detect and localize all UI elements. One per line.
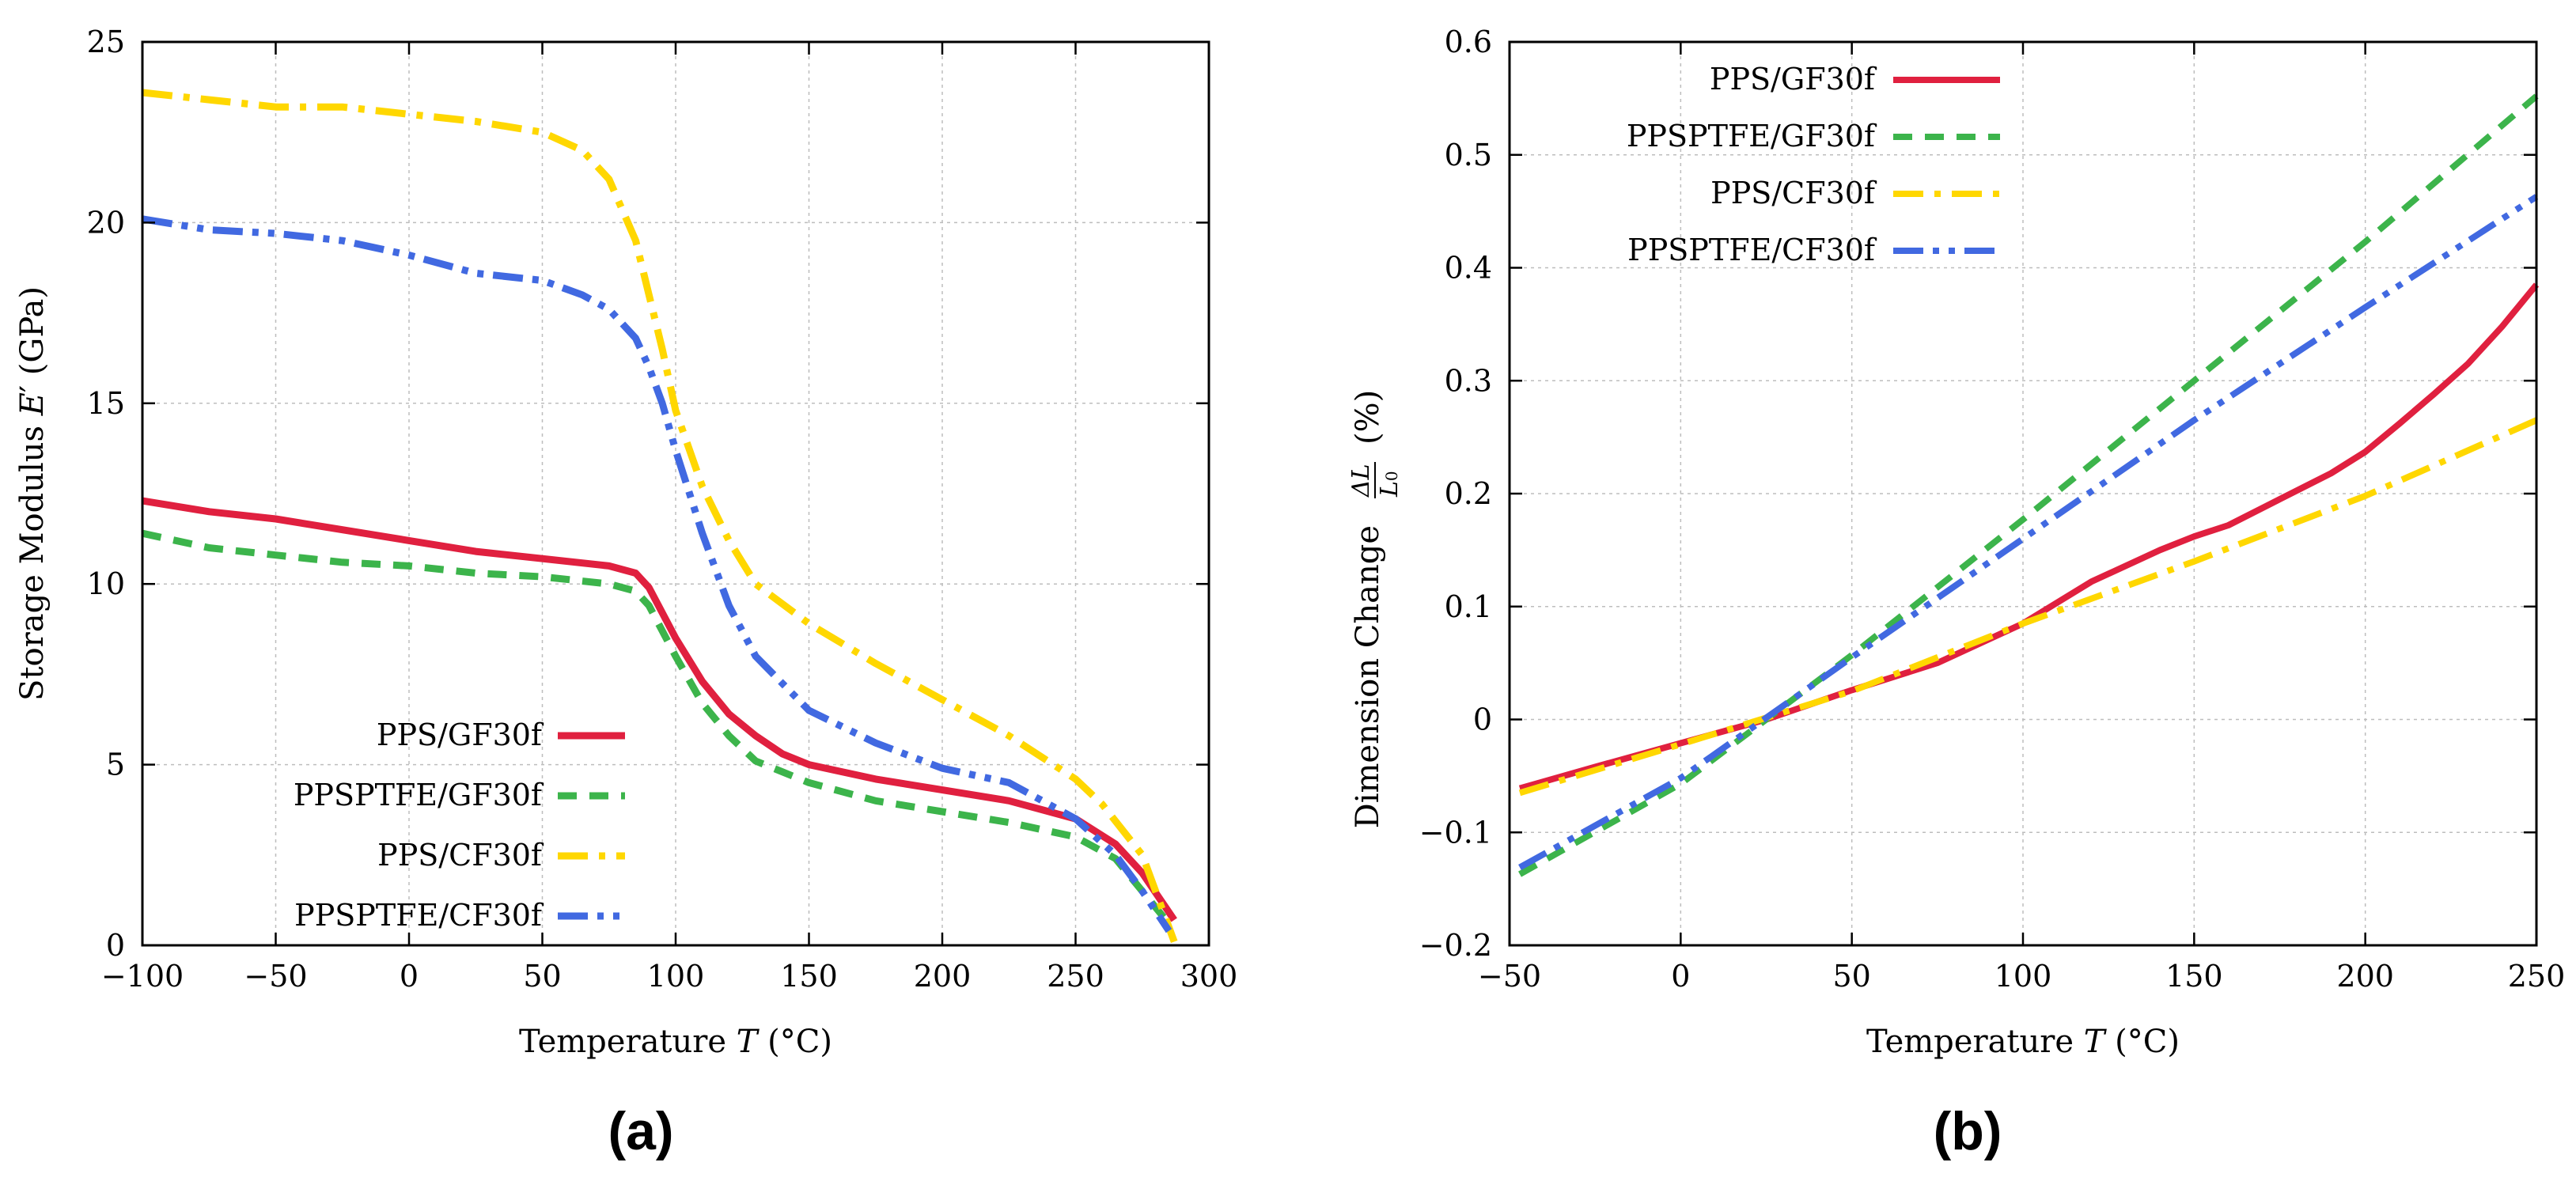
x-tick-label: 0 bbox=[400, 959, 419, 994]
chart-a-series-pps-cf30f bbox=[142, 89, 1178, 943]
chart-a-legend-label-3: PPSPTFE/CF30f bbox=[294, 898, 544, 933]
chart-a-legend-label-0: PPS/GF30f bbox=[377, 717, 544, 752]
svg-text:ΔL: ΔL bbox=[1347, 464, 1375, 498]
svg-text:Dimension Change: Dimension Change bbox=[1350, 525, 1386, 828]
chart-b-series-pps-gf30f bbox=[1518, 282, 2540, 792]
chart-a-x-tick-labels: −100 −50 0 50 100 150 200 250 300 bbox=[101, 959, 1237, 994]
chart-a-legend: PPS/GF30f PPSPTFE/GF30f PPS/CF30f PPSPTF… bbox=[294, 717, 625, 933]
x-tick-label: 50 bbox=[523, 959, 561, 994]
chart-a-y-axis-label: Storage Modulus E′ (GPa) bbox=[14, 286, 51, 701]
chart-b-series-ppsptfe-gf30f bbox=[1518, 93, 2539, 877]
chart-a: −100 −50 0 50 100 150 200 250 300 0 5 10 15 20 25 Tem… bbox=[14, 25, 1237, 1161]
x-tick-label: 250 bbox=[2508, 959, 2566, 994]
chart-b-y-axis-label: Dimension Change ΔL L0 (%) bbox=[1347, 390, 1404, 829]
y-tick-label: 0.2 bbox=[1445, 476, 1492, 511]
chart-b-panel-label: (b) bbox=[1934, 1101, 2002, 1161]
y-tick-label: −0.2 bbox=[1419, 928, 1492, 963]
x-tick-label: −100 bbox=[101, 959, 184, 994]
y-tick-label: 25 bbox=[87, 25, 125, 59]
chart-b-x-axis-label: Temperature T (°C) bbox=[1866, 1024, 2180, 1060]
x-tick-label: −50 bbox=[244, 959, 307, 994]
chart-a-series-ppsptfe-cf30f bbox=[142, 215, 1172, 933]
y-tick-label: 0.6 bbox=[1445, 25, 1492, 59]
x-tick-label: 300 bbox=[1180, 959, 1238, 994]
chart-b-grid bbox=[1510, 42, 2536, 945]
chart-b: −50 0 50 100 150 200 250 −0.2 −0.1 0 0.1 0.2 0.3 0.4… bbox=[1347, 25, 2565, 1161]
chart-a-panel-label: (a) bbox=[608, 1101, 673, 1161]
chart-b-legend: PPS/GF30f PPSPTFE/GF30f PPS/CF30f PPSPTF… bbox=[1627, 62, 2000, 267]
chart-b-series-ppsptfe-cf30f bbox=[1518, 194, 2539, 870]
y-tick-label: 0.3 bbox=[1445, 363, 1492, 398]
chart-a-series-pps-gf30f bbox=[142, 497, 1177, 922]
chart-b-legend-label-2: PPS/CF30f bbox=[1710, 176, 1877, 210]
svg-text:(%): (%) bbox=[1350, 390, 1386, 445]
chart-b-x-tick-labels: −50 0 50 100 150 200 250 bbox=[1478, 959, 2565, 994]
chart-b-series bbox=[1518, 93, 2540, 877]
chart-b-legend-label-1: PPSPTFE/GF30f bbox=[1627, 119, 1877, 153]
chart-a-grid bbox=[142, 42, 1209, 945]
chart-a-legend-label-2: PPS/CF30f bbox=[377, 838, 544, 873]
y-tick-label: 0.4 bbox=[1445, 251, 1492, 286]
y-tick-label: 0 bbox=[106, 928, 125, 963]
x-tick-label: −50 bbox=[1478, 959, 1541, 994]
chart-b-y-tick-labels: −0.2 −0.1 0 0.1 0.2 0.3 0.4 0.5 0.6 bbox=[1419, 25, 1492, 963]
chart-a-ticks bbox=[141, 40, 1210, 947]
chart-b-legend-label-0: PPS/GF30f bbox=[1710, 62, 1877, 97]
x-tick-label: 150 bbox=[780, 959, 838, 994]
y-tick-label: 5 bbox=[106, 748, 125, 782]
chart-a-series bbox=[142, 89, 1178, 943]
chart-a-legend-label-1: PPSPTFE/GF30f bbox=[294, 778, 544, 812]
chart-a-y-tick-labels: 0 5 10 15 20 25 bbox=[87, 25, 125, 963]
x-tick-label: 100 bbox=[1995, 959, 2052, 994]
x-tick-label: 250 bbox=[1047, 959, 1104, 994]
chart-a-x-axis-label: Temperature T (°C) bbox=[519, 1024, 832, 1060]
y-tick-label: −0.1 bbox=[1419, 815, 1492, 850]
x-tick-label: 50 bbox=[1832, 959, 1870, 994]
svg-text:L0: L0 bbox=[1376, 471, 1404, 498]
y-tick-label: 20 bbox=[87, 205, 125, 240]
y-tick-label: 0.5 bbox=[1445, 138, 1492, 172]
y-tick-label: 15 bbox=[87, 386, 125, 421]
chart-b-series-pps-cf30f bbox=[1518, 417, 2538, 797]
x-tick-label: 200 bbox=[2336, 959, 2394, 994]
x-tick-label: 200 bbox=[914, 959, 972, 994]
x-tick-label: 150 bbox=[2165, 959, 2223, 994]
chart-a-series-ppsptfe-gf30f bbox=[142, 529, 1172, 926]
y-tick-label: 0 bbox=[1473, 702, 1492, 737]
x-tick-label: 100 bbox=[647, 959, 705, 994]
chart-b-legend-label-3: PPSPTFE/CF30f bbox=[1627, 233, 1877, 267]
y-tick-label: 0.1 bbox=[1445, 589, 1492, 624]
y-tick-label: 10 bbox=[87, 566, 125, 601]
chart-b-ticks bbox=[1508, 40, 2538, 947]
x-tick-label: 0 bbox=[1671, 959, 1690, 994]
